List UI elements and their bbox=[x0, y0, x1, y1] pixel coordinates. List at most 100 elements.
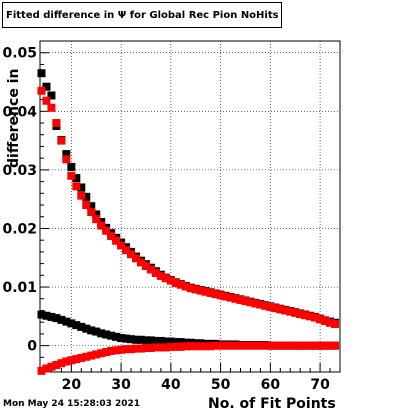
series-3-point bbox=[301, 341, 310, 350]
series-1-point bbox=[221, 292, 230, 301]
plot-frame bbox=[39, 40, 341, 373]
series-2-point bbox=[97, 329, 106, 338]
x-tick-label: 60 bbox=[261, 377, 281, 393]
series-1-point bbox=[166, 276, 175, 285]
series-3-point bbox=[276, 341, 285, 350]
series-1-point bbox=[141, 261, 150, 270]
series-0-point bbox=[67, 162, 76, 171]
series-3-point bbox=[156, 343, 165, 352]
series-3-point bbox=[186, 342, 195, 351]
series-1-point bbox=[151, 268, 160, 277]
series-1-point bbox=[281, 306, 290, 315]
series-1-point bbox=[301, 311, 310, 320]
series-1-point bbox=[102, 226, 111, 235]
series-2-point bbox=[42, 311, 51, 320]
series-2-point bbox=[171, 338, 180, 347]
series-1-point bbox=[156, 271, 165, 280]
y-axis-label: difference in bbox=[6, 68, 22, 168]
series-1-point bbox=[201, 287, 210, 296]
series-1-point bbox=[211, 290, 220, 299]
series-1-point bbox=[291, 308, 300, 317]
series-2-point bbox=[166, 337, 175, 346]
series-3-point bbox=[291, 341, 300, 350]
series-2-point bbox=[151, 336, 160, 345]
series-1-point bbox=[276, 305, 285, 314]
series-1-point bbox=[261, 301, 270, 310]
series-1-point bbox=[306, 312, 315, 321]
series-3-point bbox=[331, 341, 340, 350]
series-0-point bbox=[37, 69, 46, 78]
series-1-point bbox=[117, 241, 126, 250]
series-1-point bbox=[112, 236, 121, 245]
series-2-point bbox=[122, 334, 131, 343]
y-tick-label: 0.03 bbox=[2, 163, 37, 179]
x-tick-label: 50 bbox=[211, 377, 231, 393]
y-tick-label: 0.01 bbox=[2, 280, 37, 296]
series-1-point bbox=[256, 300, 265, 309]
series-3-point bbox=[251, 341, 260, 350]
series-1-point bbox=[77, 191, 86, 200]
y-tick-label: 0.02 bbox=[2, 221, 37, 237]
series-3-point bbox=[136, 344, 145, 353]
chart-title: Fitted difference in Ψ for Global Rec Pi… bbox=[2, 2, 282, 28]
series-3-point bbox=[151, 343, 160, 352]
series-1-point bbox=[161, 274, 170, 283]
series-1-point bbox=[316, 315, 325, 324]
series-1-point bbox=[127, 250, 136, 259]
series-3-point bbox=[146, 343, 155, 352]
series-1-point bbox=[251, 299, 260, 308]
series-3-point bbox=[166, 342, 175, 351]
footer-timestamp: Mon May 24 15:28:03 2021 bbox=[3, 399, 141, 409]
series-3-point bbox=[107, 346, 116, 355]
series-1-point bbox=[226, 293, 235, 302]
series-2-point bbox=[37, 310, 46, 319]
series-1-point bbox=[216, 291, 225, 300]
series-1-point bbox=[326, 318, 335, 327]
grid-layer bbox=[40, 41, 340, 372]
series-2-point bbox=[176, 338, 185, 347]
series-1-point bbox=[231, 294, 240, 303]
series-3-point bbox=[316, 341, 325, 350]
series-1-point bbox=[72, 182, 81, 191]
series-2-point bbox=[77, 322, 86, 331]
series-3-point bbox=[62, 357, 71, 366]
series-1-point bbox=[146, 265, 155, 274]
series-3-point bbox=[77, 353, 86, 362]
series-2-point bbox=[62, 317, 71, 326]
series-1-point bbox=[266, 302, 275, 311]
series-1-point bbox=[181, 282, 190, 291]
series-1-point bbox=[92, 215, 101, 224]
series-2-point bbox=[72, 321, 81, 330]
series-1-point bbox=[236, 295, 245, 304]
series-1-point bbox=[52, 119, 61, 128]
series-2-point bbox=[136, 335, 145, 344]
series-3-point bbox=[306, 341, 315, 350]
series-3-point bbox=[261, 341, 270, 350]
y-tick-label: 0.04 bbox=[2, 104, 37, 120]
x-axis-label: No. of Fit Points bbox=[208, 396, 336, 412]
series-3-point bbox=[57, 359, 66, 368]
series-3-point bbox=[181, 342, 190, 351]
series-3-point bbox=[231, 341, 240, 350]
series-0-point bbox=[92, 210, 101, 219]
series-1-point bbox=[321, 317, 330, 326]
series-3-point bbox=[47, 362, 56, 371]
series-2-point bbox=[82, 324, 91, 333]
series-0-point bbox=[77, 183, 86, 192]
series-3-point bbox=[216, 341, 225, 350]
series-3-point bbox=[67, 356, 76, 365]
y-tick-label: 0 bbox=[27, 339, 37, 355]
series-2-point bbox=[57, 315, 66, 324]
series-1-point bbox=[176, 280, 185, 289]
series-3-point bbox=[196, 342, 205, 351]
series-0-point bbox=[47, 91, 56, 100]
series-1-point bbox=[42, 96, 51, 105]
series-3-point bbox=[326, 341, 335, 350]
series-3-point bbox=[241, 341, 250, 350]
series-3-point bbox=[191, 342, 200, 351]
series-3-point bbox=[236, 341, 245, 350]
series-1-point bbox=[271, 304, 280, 313]
tick-label-layer: 20 30 40 50 60 70 0 0.01 0.02 0.03 0.04 0.05 bbox=[2, 46, 330, 393]
x-tick-label: 30 bbox=[111, 377, 131, 393]
series-3-point bbox=[296, 341, 305, 350]
